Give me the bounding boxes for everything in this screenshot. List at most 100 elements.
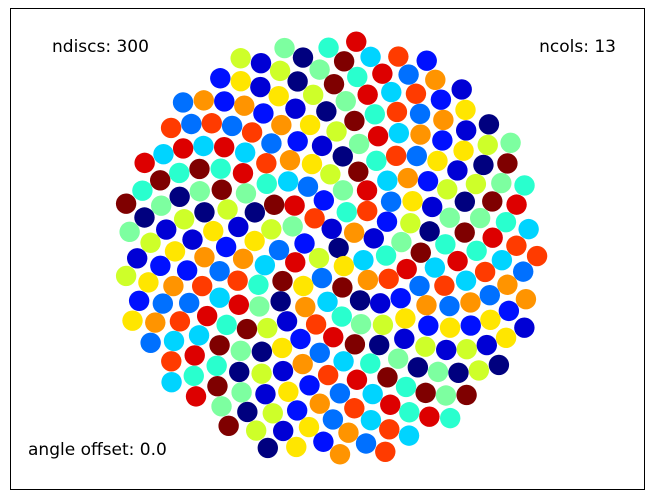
disc [397, 167, 419, 189]
disc [169, 162, 190, 184]
disc [512, 261, 534, 282]
disc [402, 191, 423, 212]
disc [328, 237, 349, 259]
disc [285, 252, 306, 273]
disc [466, 240, 487, 262]
disc [156, 219, 177, 240]
disc [299, 114, 321, 136]
disc [357, 84, 378, 105]
disc [122, 310, 143, 331]
disc [194, 202, 215, 223]
disc [189, 181, 211, 202]
disc [456, 339, 477, 360]
disc [160, 117, 182, 139]
disc [416, 294, 437, 316]
disc [346, 31, 367, 52]
disc [150, 255, 171, 276]
disc [335, 90, 356, 112]
disc [287, 71, 308, 92]
disc [495, 211, 517, 233]
disc [388, 46, 409, 67]
disc [228, 216, 249, 238]
disc [360, 410, 382, 431]
disc [343, 222, 365, 243]
disc [329, 444, 351, 465]
disc [439, 407, 461, 429]
disc [419, 406, 440, 427]
disc [506, 194, 527, 215]
disc [272, 360, 294, 382]
disc [317, 364, 339, 386]
disc [295, 296, 316, 318]
disc [257, 317, 278, 339]
disc [163, 330, 185, 352]
disc [460, 315, 481, 336]
disc [244, 202, 266, 223]
disc [362, 383, 383, 405]
disc [262, 403, 283, 424]
disc [368, 334, 390, 356]
disc [356, 180, 378, 201]
disc [367, 126, 389, 147]
disc [460, 292, 481, 313]
disc [203, 220, 224, 242]
disc [332, 180, 354, 201]
disc [172, 138, 194, 159]
disc [272, 420, 294, 442]
disc [518, 218, 539, 240]
disc [150, 195, 172, 216]
disc [409, 103, 431, 124]
disc [333, 351, 354, 372]
disc [150, 170, 171, 191]
disc [436, 339, 457, 361]
disc [386, 101, 408, 123]
disc [405, 83, 427, 104]
disc [215, 236, 237, 258]
disc [398, 425, 420, 446]
disc [210, 68, 231, 89]
disc [455, 99, 476, 121]
disc [320, 164, 341, 185]
disc [297, 176, 319, 197]
disc [349, 290, 371, 311]
disc [115, 193, 137, 214]
disc [353, 250, 374, 271]
disc [344, 110, 365, 132]
disc [210, 158, 231, 179]
disc [263, 194, 285, 215]
disc [229, 361, 250, 383]
disc [439, 295, 460, 317]
disc [380, 191, 402, 212]
disc [375, 441, 396, 462]
disc [478, 114, 500, 135]
disc [451, 79, 472, 100]
disc [305, 314, 327, 335]
disc [272, 270, 293, 292]
disc [390, 288, 411, 309]
disc [282, 216, 303, 237]
disc [188, 325, 210, 346]
disc [286, 436, 307, 458]
disc [286, 400, 308, 421]
disc [285, 98, 306, 119]
disc [388, 122, 410, 144]
disc [261, 219, 282, 240]
disc [406, 145, 427, 167]
disc [278, 381, 299, 402]
disc [313, 190, 335, 211]
disc [304, 208, 325, 229]
disc [497, 153, 518, 174]
disc [294, 233, 315, 254]
disc [164, 241, 186, 262]
disc [250, 76, 271, 98]
disc [309, 393, 330, 414]
disc [347, 66, 368, 88]
disc [348, 161, 369, 182]
disc [268, 239, 290, 261]
disc [366, 150, 387, 172]
disc [172, 92, 194, 113]
disc [375, 245, 397, 266]
disc [251, 341, 273, 362]
disc [211, 179, 232, 200]
